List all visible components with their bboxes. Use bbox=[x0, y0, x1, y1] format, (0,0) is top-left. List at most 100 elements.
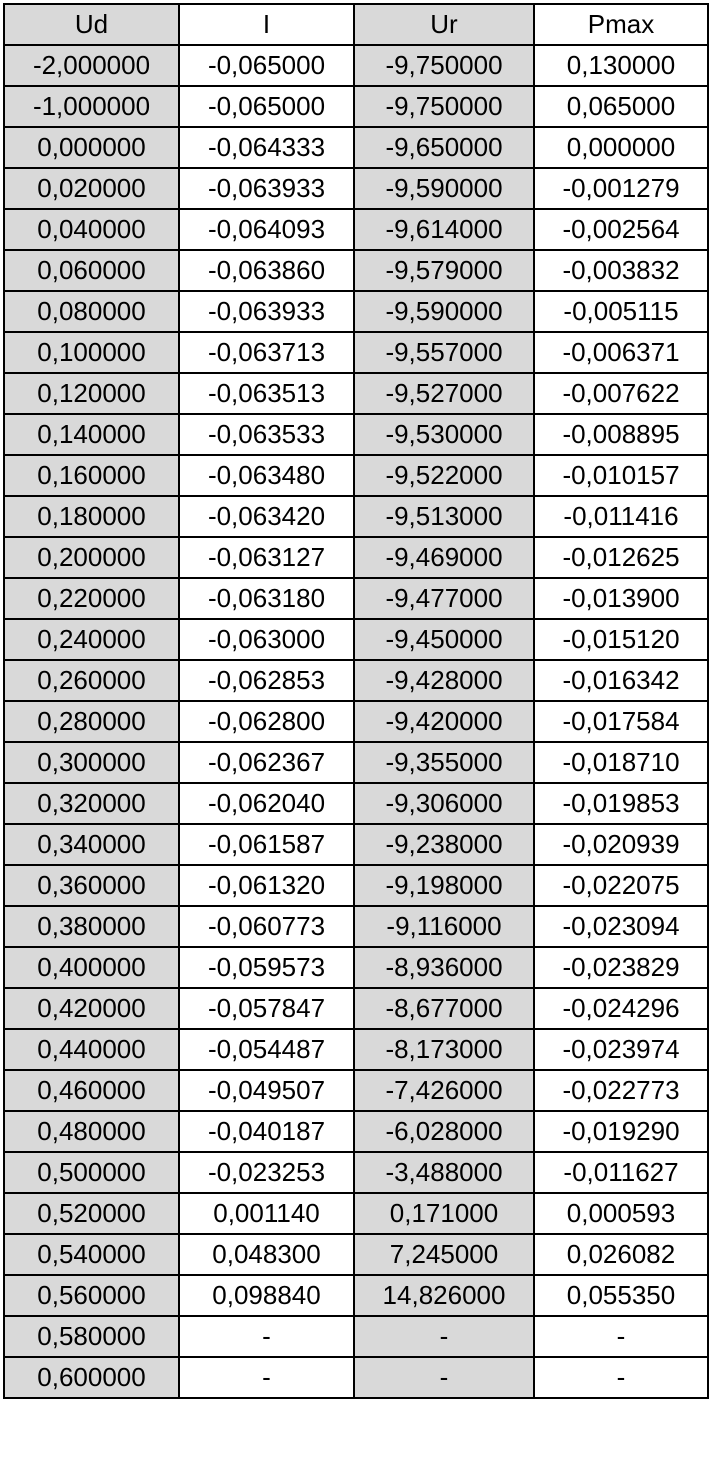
table-cell-ur: -9,450000 bbox=[353, 618, 535, 661]
table-row: 0,360000 -0,061320 -9,198000 -0,022075 bbox=[3, 864, 709, 907]
table-row: 0,500000 -0,023253 -3,488000 -0,011627 bbox=[3, 1151, 709, 1194]
table-cell-ud: 0,140000 bbox=[3, 413, 180, 456]
data-table: Ud I Ur Pmax -2,000000 -0,065000 -9,750000… bbox=[3, 3, 709, 1399]
table-row: 0,340000 -0,061587 -9,238000 -0,020939 bbox=[3, 823, 709, 866]
table-cell-i: -0,064093 bbox=[178, 208, 355, 251]
table-cell-i: -0,065000 bbox=[178, 85, 355, 128]
table-row: 0,560000 0,098840 14,826000 0,055350 bbox=[3, 1274, 709, 1317]
table-row: 0,200000 -0,063127 -9,469000 -0,012625 bbox=[3, 536, 709, 579]
table-cell-ud: 0,060000 bbox=[3, 249, 180, 292]
table-cell-ud: -1,000000 bbox=[3, 85, 180, 128]
table-cell-pmax: -0,003832 bbox=[533, 249, 709, 292]
table-cell-ur: -7,426000 bbox=[353, 1069, 535, 1112]
header-cell-pmax: Pmax bbox=[533, 3, 709, 46]
table-cell-pmax: -0,019853 bbox=[533, 782, 709, 825]
table-cell-i: -0,063933 bbox=[178, 167, 355, 210]
table-cell-pmax: -0,008895 bbox=[533, 413, 709, 456]
table-row: 0,140000 -0,063533 -9,530000 -0,008895 bbox=[3, 413, 709, 456]
table-cell-i: -0,060773 bbox=[178, 905, 355, 948]
table-cell-i: -0,061587 bbox=[178, 823, 355, 866]
table-cell-pmax: -0,007622 bbox=[533, 372, 709, 415]
table-cell-i: -0,063513 bbox=[178, 372, 355, 415]
table-cell-i: -0,062367 bbox=[178, 741, 355, 784]
table-cell-pmax: 0,065000 bbox=[533, 85, 709, 128]
table-row: 0,120000 -0,063513 -9,527000 -0,007622 bbox=[3, 372, 709, 415]
table-cell-ur: -9,590000 bbox=[353, 167, 535, 210]
table-cell-ud: 0,040000 bbox=[3, 208, 180, 251]
table-row: 0,100000 -0,063713 -9,557000 -0,006371 bbox=[3, 331, 709, 374]
table-cell-ud: 0,540000 bbox=[3, 1233, 180, 1276]
table-cell-ud: 0,460000 bbox=[3, 1069, 180, 1112]
table-row: 0,380000 -0,060773 -9,116000 -0,023094 bbox=[3, 905, 709, 948]
table-cell-ud: 0,560000 bbox=[3, 1274, 180, 1317]
table-cell-i: -0,023253 bbox=[178, 1151, 355, 1194]
table-cell-ur: -8,173000 bbox=[353, 1028, 535, 1071]
header-row: Ud I Ur Pmax bbox=[3, 3, 709, 46]
table-cell-ud: 0,520000 bbox=[3, 1192, 180, 1235]
table-cell-ud: -2,000000 bbox=[3, 44, 180, 87]
table-cell-ur: -9,750000 bbox=[353, 85, 535, 128]
table-cell-ur: -9,530000 bbox=[353, 413, 535, 456]
table-cell-pmax: -0,022773 bbox=[533, 1069, 709, 1112]
table-row: 0,240000 -0,063000 -9,450000 -0,015120 bbox=[3, 618, 709, 661]
table-cell-pmax: -0,023094 bbox=[533, 905, 709, 948]
table-cell-pmax: -0,006371 bbox=[533, 331, 709, 374]
table-cell-ud: 0,400000 bbox=[3, 946, 180, 989]
table-cell-ud: 0,160000 bbox=[3, 454, 180, 497]
table-cell-i: -0,063860 bbox=[178, 249, 355, 292]
table-cell-pmax: -0,018710 bbox=[533, 741, 709, 784]
table-cell-ur: -9,579000 bbox=[353, 249, 535, 292]
table-cell-ud: 0,200000 bbox=[3, 536, 180, 579]
table-cell-pmax: -0,017584 bbox=[533, 700, 709, 743]
table-cell-pmax: -0,005115 bbox=[533, 290, 709, 333]
table-cell-pmax: -0,020939 bbox=[533, 823, 709, 866]
table-cell-pmax: -0,002564 bbox=[533, 208, 709, 251]
table-cell-i: -0,063713 bbox=[178, 331, 355, 374]
table-cell-i: -0,063533 bbox=[178, 413, 355, 456]
table-cell-ud: 0,300000 bbox=[3, 741, 180, 784]
table-cell-pmax: 0,000000 bbox=[533, 126, 709, 169]
table-row: 0,180000 -0,063420 -9,513000 -0,011416 bbox=[3, 495, 709, 538]
table-cell-pmax: -0,011416 bbox=[533, 495, 709, 538]
table-cell-pmax: -0,023829 bbox=[533, 946, 709, 989]
table-cell-i: -0,062040 bbox=[178, 782, 355, 825]
table-cell-ud: 0,100000 bbox=[3, 331, 180, 374]
table-row: 0,260000 -0,062853 -9,428000 -0,016342 bbox=[3, 659, 709, 702]
table-cell-ur: -9,590000 bbox=[353, 290, 535, 333]
table-row: 0,480000 -0,040187 -6,028000 -0,019290 bbox=[3, 1110, 709, 1153]
table-cell-ud: 0,280000 bbox=[3, 700, 180, 743]
table-cell-pmax: 0,026082 bbox=[533, 1233, 709, 1276]
table-cell-ur: -9,306000 bbox=[353, 782, 535, 825]
table-cell-ur: -9,522000 bbox=[353, 454, 535, 497]
table-row: 0,040000 -0,064093 -9,614000 -0,002564 bbox=[3, 208, 709, 251]
table-cell-i: -0,063420 bbox=[178, 495, 355, 538]
table-cell-pmax: 0,055350 bbox=[533, 1274, 709, 1317]
table-cell-i: -0,063480 bbox=[178, 454, 355, 497]
table-row: 0,280000 -0,062800 -9,420000 -0,017584 bbox=[3, 700, 709, 743]
table-row: 0,080000 -0,063933 -9,590000 -0,005115 bbox=[3, 290, 709, 333]
table-cell-i: -0,063933 bbox=[178, 290, 355, 333]
table-row: -1,000000 -0,065000 -9,750000 0,065000 bbox=[3, 85, 709, 128]
table-cell-pmax: -0,023974 bbox=[533, 1028, 709, 1071]
table-cell-ud: 0,360000 bbox=[3, 864, 180, 907]
table-cell-pmax: 0,130000 bbox=[533, 44, 709, 87]
table-cell-ur: - bbox=[353, 1356, 535, 1399]
table-cell-ud: 0,320000 bbox=[3, 782, 180, 825]
table-cell-ur: -6,028000 bbox=[353, 1110, 535, 1153]
table-cell-pmax: -0,015120 bbox=[533, 618, 709, 661]
header-cell-i: I bbox=[178, 3, 355, 46]
table-row: 0,060000 -0,063860 -9,579000 -0,003832 bbox=[3, 249, 709, 292]
table-cell-ud: 0,080000 bbox=[3, 290, 180, 333]
table-cell-ur: -9,420000 bbox=[353, 700, 535, 743]
table-cell-ur: 7,245000 bbox=[353, 1233, 535, 1276]
table-cell-ur: -3,488000 bbox=[353, 1151, 535, 1194]
table-cell-pmax: 0,000593 bbox=[533, 1192, 709, 1235]
table-cell-i: -0,065000 bbox=[178, 44, 355, 87]
table-row: 0,460000 -0,049507 -7,426000 -0,022773 bbox=[3, 1069, 709, 1112]
table-cell-i: -0,054487 bbox=[178, 1028, 355, 1071]
table-cell-pmax: -0,001279 bbox=[533, 167, 709, 210]
table-cell-ud: 0,220000 bbox=[3, 577, 180, 620]
table-cell-i: -0,059573 bbox=[178, 946, 355, 989]
table-cell-ur: -9,477000 bbox=[353, 577, 535, 620]
header-cell-ud: Ud bbox=[3, 3, 180, 46]
